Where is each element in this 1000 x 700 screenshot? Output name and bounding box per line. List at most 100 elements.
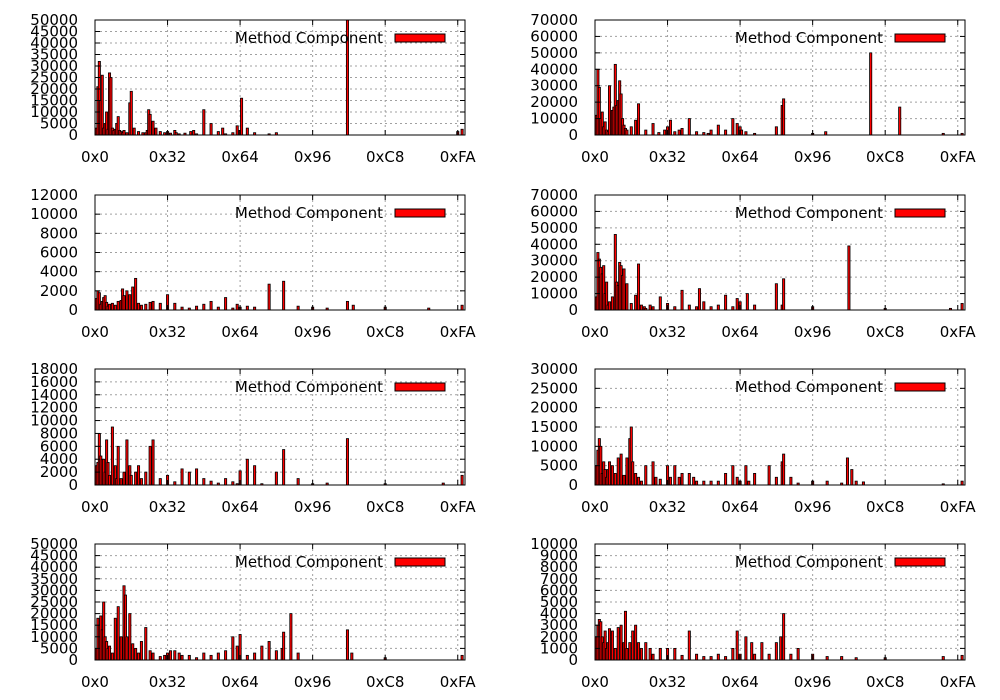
x-tick-label: 0x96	[294, 673, 332, 691]
y-tick-label: 40000	[530, 60, 578, 78]
y-tick-label: 10000	[30, 628, 78, 646]
y-tick-label: 40000	[30, 34, 78, 52]
bar	[460, 304, 464, 311]
plot-frame	[94, 368, 466, 486]
y-tick-label: 10000	[530, 285, 578, 303]
bar	[850, 469, 854, 486]
grid	[95, 20, 465, 135]
bar	[744, 636, 748, 661]
y-tick-label: 15000	[30, 92, 78, 110]
bar	[673, 648, 677, 661]
x-axis: 0x0 0x32 0x64 0x96 0xC8 0xFA	[81, 20, 476, 166]
bar	[110, 302, 114, 311]
bar	[350, 652, 354, 661]
y-tick-label: 6000	[540, 581, 578, 599]
y-tick-label: 15000	[530, 418, 578, 436]
bar	[108, 645, 112, 661]
bar	[128, 613, 132, 661]
y-tick-label: 50000	[530, 219, 578, 237]
bar	[209, 480, 213, 486]
bar	[148, 650, 152, 661]
x-tick-label: 0x0	[81, 673, 109, 691]
x-tick-label: 0xC8	[366, 673, 404, 691]
y-axis: 0500010000150002000025000300003500040000…	[30, 11, 465, 144]
x-tick-label: 0x32	[649, 498, 687, 516]
y-tick-label: 45000	[30, 23, 78, 41]
y-tick-label: 5000	[540, 593, 578, 611]
y-tick-label: 50000	[30, 11, 78, 29]
bar	[716, 304, 720, 311]
bar	[687, 118, 691, 136]
x-tick-label: 0xC8	[866, 148, 904, 166]
bar	[110, 426, 114, 486]
x-tick-label: 0xC8	[866, 498, 904, 516]
bar	[128, 294, 132, 311]
bar	[731, 648, 735, 661]
legend: Method Component	[735, 204, 946, 222]
bar	[731, 118, 735, 136]
bar	[774, 476, 778, 486]
y-tick-label: 8000	[540, 558, 578, 576]
bar	[192, 129, 196, 136]
y-tick-label: 10000	[530, 110, 578, 128]
x-tick-label: 0xC8	[366, 148, 404, 166]
bar	[648, 648, 652, 661]
y-tick-label: 20000	[30, 80, 78, 98]
y-tick-label: 0	[68, 651, 78, 669]
bar	[240, 97, 244, 136]
bar	[724, 472, 728, 486]
bar	[613, 648, 617, 661]
y-tick-label: 16000	[30, 373, 78, 391]
bar	[177, 652, 181, 661]
x-tick-label: 0xFA	[940, 148, 977, 166]
bar	[122, 471, 126, 486]
bar	[767, 465, 771, 486]
bar	[144, 303, 148, 311]
bar	[695, 480, 699, 486]
bar	[782, 613, 786, 661]
bar	[702, 480, 706, 486]
y-tick-label: 8000	[40, 224, 78, 242]
bar	[960, 303, 964, 311]
bar	[173, 302, 177, 311]
bar	[282, 449, 286, 486]
bar	[235, 303, 239, 311]
x-tick-label: 0x32	[649, 673, 687, 691]
x-tick-label: 0x32	[649, 323, 687, 341]
y-tick-label: 50000	[30, 535, 78, 553]
bar	[668, 119, 672, 136]
y-tick-label: 4000	[40, 450, 78, 468]
bar	[134, 277, 138, 311]
y-tick-label: 0	[568, 651, 578, 669]
bar	[296, 478, 300, 486]
legend-swatch	[394, 382, 446, 392]
x-tick-label: 0xFA	[940, 498, 977, 516]
bar	[680, 128, 684, 136]
x-tick-label: 0x64	[721, 673, 759, 691]
bar	[245, 127, 249, 136]
bar	[644, 642, 648, 661]
bar	[658, 296, 662, 311]
bar	[129, 90, 133, 136]
bar	[148, 445, 152, 486]
bar	[709, 129, 713, 136]
bar	[724, 129, 728, 136]
bar	[687, 630, 691, 661]
bar	[847, 245, 851, 311]
bar	[625, 457, 629, 486]
bar	[125, 290, 129, 311]
x-axis: 0x0 0x32 0x64 0x96 0xC8 0xFA	[581, 195, 976, 341]
bar	[631, 630, 635, 661]
legend-label: Method Component	[735, 553, 883, 571]
bar	[651, 461, 655, 486]
bar	[747, 480, 751, 486]
bar	[460, 128, 464, 136]
grid	[595, 20, 965, 135]
bar	[116, 606, 120, 661]
bar	[274, 650, 278, 661]
bar	[116, 300, 120, 311]
bar	[460, 654, 464, 661]
bar	[760, 642, 764, 661]
